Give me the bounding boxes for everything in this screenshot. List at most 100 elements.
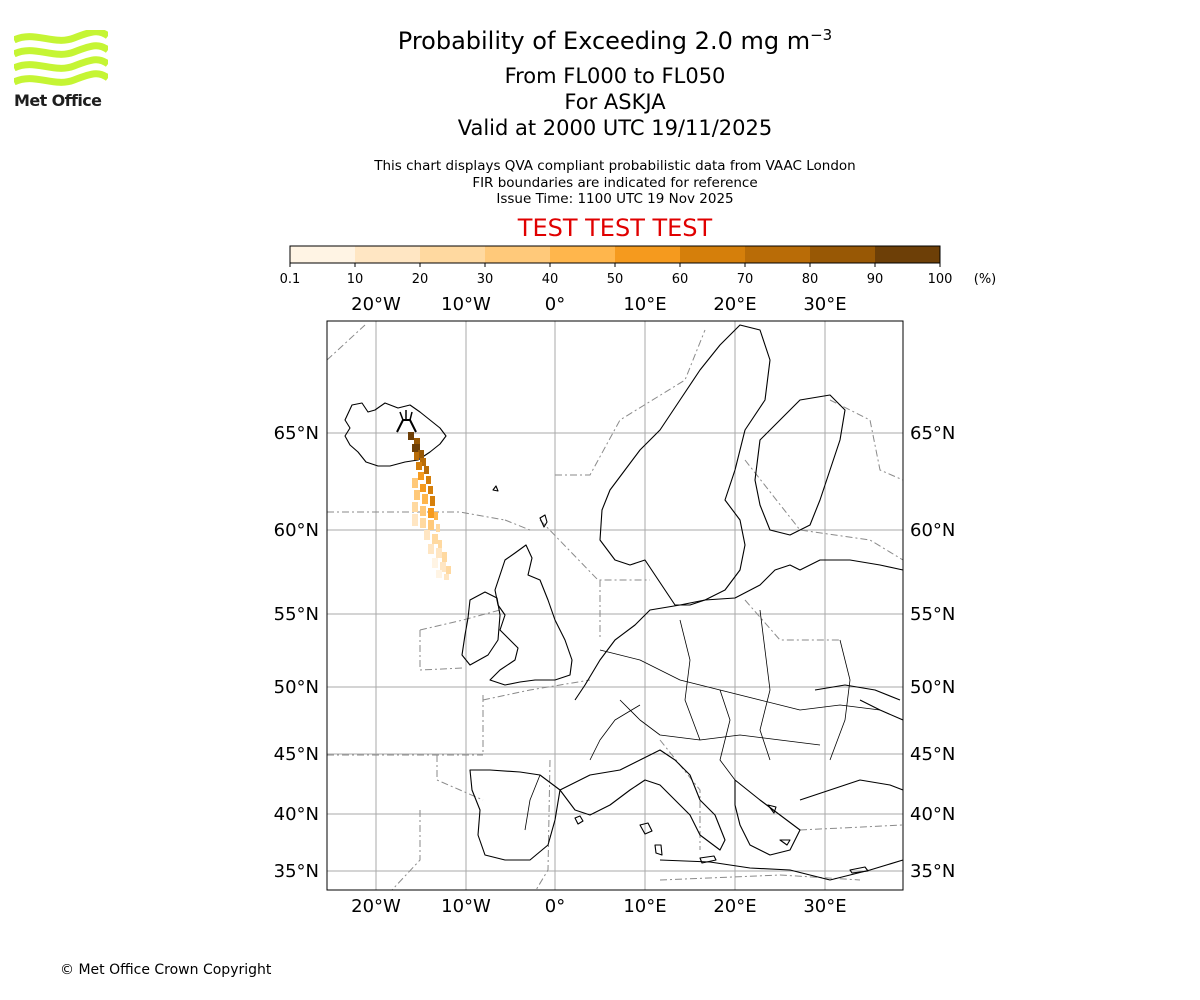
subtitle-valid-time: Valid at 2000 UTC 19/11/2025 bbox=[457, 116, 773, 140]
copyright-notice: © Met Office Crown Copyright bbox=[60, 962, 272, 978]
plume-cell bbox=[420, 458, 426, 466]
plume-cell bbox=[428, 486, 433, 494]
plume-cell bbox=[422, 494, 428, 504]
colorbar-tick-label: 10 bbox=[347, 272, 364, 287]
plume-cell bbox=[414, 452, 419, 460]
logo-wave-2 bbox=[12, 56, 111, 72]
great-britain-coast bbox=[489, 544, 573, 686]
note-fir: FIR boundaries are indicated for referen… bbox=[472, 174, 758, 191]
plume-cell bbox=[414, 490, 420, 500]
subtitle-volcano: For ASKJA bbox=[564, 90, 666, 114]
longitude-labels-bottom: 20°W 10°W 0° 10°E 20°E 30°E bbox=[351, 896, 846, 917]
lon-label: 10°E bbox=[623, 896, 666, 917]
plume-cell bbox=[436, 524, 440, 532]
lat-label: 45°N bbox=[274, 744, 319, 765]
chart-subtitle: From FL000 to FL050 For ASKJA Valid at 2… bbox=[0, 63, 1200, 141]
lat-label: 40°N bbox=[910, 804, 955, 825]
ash-probability-plume bbox=[408, 432, 451, 580]
logo-wave-0 bbox=[12, 28, 111, 44]
plume-cell bbox=[426, 476, 431, 484]
map-frame bbox=[326, 320, 904, 891]
lat-label: 35°N bbox=[910, 861, 955, 882]
logo-wave-3 bbox=[12, 70, 111, 86]
colorbar-segment bbox=[680, 246, 745, 263]
colorbar-segment bbox=[355, 246, 420, 263]
plume-cell bbox=[446, 566, 451, 574]
coastlines bbox=[344, 324, 904, 881]
plume-cell bbox=[424, 466, 429, 474]
colorbar-segment bbox=[420, 246, 485, 263]
plume-cell bbox=[420, 518, 426, 528]
lat-label: 50°N bbox=[910, 677, 955, 698]
chart-title: Probability of Exceeding 2.0 mg m−3 bbox=[397, 26, 833, 55]
lat-label: 35°N bbox=[274, 861, 319, 882]
europe-coast bbox=[574, 559, 904, 701]
plume-cell bbox=[436, 548, 442, 558]
lon-label: 10°W bbox=[441, 896, 491, 917]
ireland-coast bbox=[461, 591, 501, 666]
colorbar-segment bbox=[485, 246, 550, 263]
plume-cell bbox=[418, 450, 424, 458]
colorbar-tick-label: 30 bbox=[477, 272, 494, 287]
scandinavia-coast bbox=[599, 324, 771, 606]
lon-label: 10°E bbox=[623, 294, 666, 315]
volcano-marker-askja bbox=[396, 410, 417, 433]
colorbar-segment bbox=[810, 246, 875, 263]
plume-cell bbox=[416, 462, 422, 470]
lat-label: 65°N bbox=[910, 423, 955, 444]
plume-cell bbox=[412, 478, 418, 488]
lon-label: 0° bbox=[545, 896, 565, 917]
latitude-labels-left: 65°N 60°N 55°N 50°N 45°N 40°N 35°N bbox=[274, 423, 319, 882]
lon-label: 30°E bbox=[803, 294, 846, 315]
colorbar: 0.1 10 20 30 40 50 60 70 80 90 100 (%) bbox=[280, 245, 997, 287]
plume-cell bbox=[438, 540, 442, 550]
fir-boundaries bbox=[326, 324, 904, 891]
graticule bbox=[327, 321, 903, 890]
lat-label: 55°N bbox=[910, 604, 955, 625]
plume-cell bbox=[428, 544, 434, 554]
plume-cell bbox=[418, 472, 424, 480]
colorbar-tick-label: 90 bbox=[867, 272, 884, 287]
note-qva: This chart displays QVA compliant probab… bbox=[374, 158, 856, 174]
colorbar-tick-label: 100 bbox=[928, 272, 953, 287]
plume-cell bbox=[440, 562, 446, 572]
lat-label: 45°N bbox=[910, 744, 955, 765]
plume-cell bbox=[428, 520, 434, 530]
lon-label: 30°E bbox=[803, 896, 846, 917]
plume-cell bbox=[420, 506, 426, 516]
colorbar-segment bbox=[290, 246, 355, 263]
plume-cell bbox=[430, 496, 435, 506]
colorbar-tick-label: 60 bbox=[672, 272, 689, 287]
subtitle-flight-levels: From FL000 to FL050 bbox=[504, 64, 726, 88]
lat-label: 60°N bbox=[274, 520, 319, 541]
logo-wave-1 bbox=[12, 42, 111, 58]
lat-label: 40°N bbox=[274, 804, 319, 825]
plume-cell bbox=[432, 558, 438, 568]
lat-label: 60°N bbox=[910, 520, 955, 541]
lat-label: 55°N bbox=[274, 604, 319, 625]
longitude-labels-top: 20°W 10°W 0° 10°E 20°E 30°E bbox=[351, 294, 846, 315]
lat-label: 50°N bbox=[274, 677, 319, 698]
logo-text: Met Office bbox=[14, 91, 102, 110]
plume-cell bbox=[412, 502, 418, 512]
lon-label: 0° bbox=[545, 294, 565, 315]
iceland-coast bbox=[344, 402, 447, 467]
map-panel bbox=[326, 320, 904, 891]
plume-cell bbox=[412, 514, 418, 526]
latitude-labels-right: 65°N 60°N 55°N 50°N 45°N 40°N 35°N bbox=[910, 423, 955, 882]
plume-cell bbox=[412, 444, 420, 452]
colorbar-tick-label: 40 bbox=[542, 272, 559, 287]
lat-label: 65°N bbox=[274, 423, 319, 444]
colorbar-tick-label: 20 bbox=[412, 272, 429, 287]
colorbar-segment bbox=[550, 246, 615, 263]
plume-cell bbox=[420, 484, 426, 492]
plume-cell bbox=[442, 552, 447, 562]
plume-cell bbox=[434, 512, 438, 520]
colorbar-unit: (%) bbox=[974, 272, 997, 287]
colorbar-tick-label: 80 bbox=[802, 272, 819, 287]
lon-label: 10°W bbox=[441, 294, 491, 315]
colorbar-segment bbox=[745, 246, 810, 263]
plume-cell bbox=[436, 570, 442, 578]
lon-label: 20°E bbox=[713, 896, 756, 917]
